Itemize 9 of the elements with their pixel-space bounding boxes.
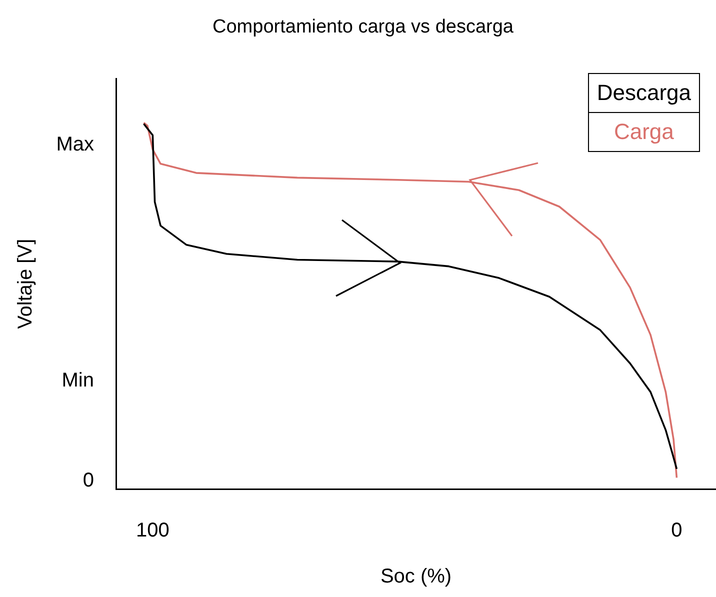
y-axis-title: Voltaje [V] <box>14 238 37 329</box>
text: Carga <box>588 112 699 151</box>
text: 0 <box>82 470 94 492</box>
x-axis-title: Soc (%) <box>380 566 452 588</box>
text: Descarga <box>596 79 692 107</box>
text: Min <box>62 370 94 392</box>
text: Max <box>56 134 94 156</box>
x-tick-label: 100 <box>136 520 170 542</box>
chart-title: Comportamiento carga vs descarga <box>212 16 514 38</box>
